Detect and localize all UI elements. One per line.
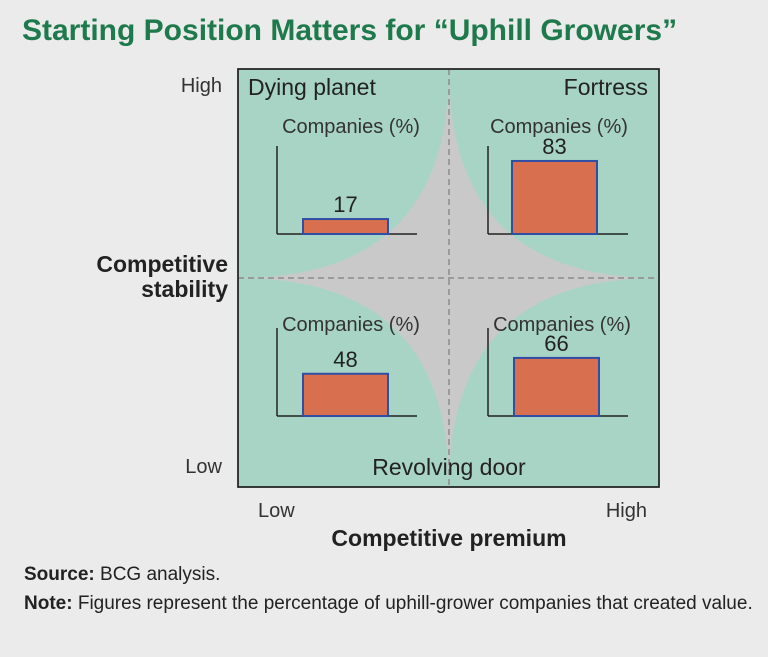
mini-axis-label-bottom-right: Companies (%) [493, 314, 631, 336]
note-line: Note: Figures represent the percentage o… [24, 589, 754, 618]
mini-axis-label-top-left: Companies (%) [282, 116, 420, 138]
y-high-label: High [181, 75, 222, 97]
bar-bottom-left [302, 372, 389, 418]
bar-bottom-right [513, 356, 600, 418]
x-axis-label: Competitive premium [331, 525, 566, 551]
note-text: Figures represent the percentage of uphi… [77, 593, 753, 614]
chart-title: Starting Position Matters for “Uphill Gr… [22, 14, 678, 47]
quadrant-name-bottom: Revolving door [372, 454, 526, 480]
source-label: Source: [24, 564, 95, 585]
source-line: Source: BCG analysis. [24, 560, 754, 589]
note-label: Note: [24, 593, 73, 614]
bar-value-bottom-right: 66 [544, 331, 568, 356]
quadrant-name-top-left: Dying planet [248, 74, 376, 100]
y-axis-label-line2: stability [141, 276, 228, 302]
quadrant-name-top-right: Fortress [564, 74, 648, 100]
bar-value-top-right: 83 [542, 134, 566, 159]
y-axis-label-line1: Competitive [96, 251, 228, 277]
bar-top-right [511, 159, 598, 236]
mini-axis-label-bottom-left: Companies (%) [282, 314, 420, 336]
quadrant-frame [237, 68, 660, 488]
x-high-label: High [606, 500, 647, 522]
footer: Source: BCG analysis. Note: Figures repr… [24, 560, 754, 618]
bar-top-left [302, 218, 389, 235]
bar-value-bottom-left: 48 [333, 347, 357, 372]
mini-axis-label-top-right: Companies (%) [490, 116, 628, 138]
source-text: BCG analysis. [100, 564, 221, 585]
bar-value-top-left: 17 [333, 192, 357, 217]
x-low-label: Low [258, 500, 295, 522]
y-low-label: Low [185, 456, 222, 478]
